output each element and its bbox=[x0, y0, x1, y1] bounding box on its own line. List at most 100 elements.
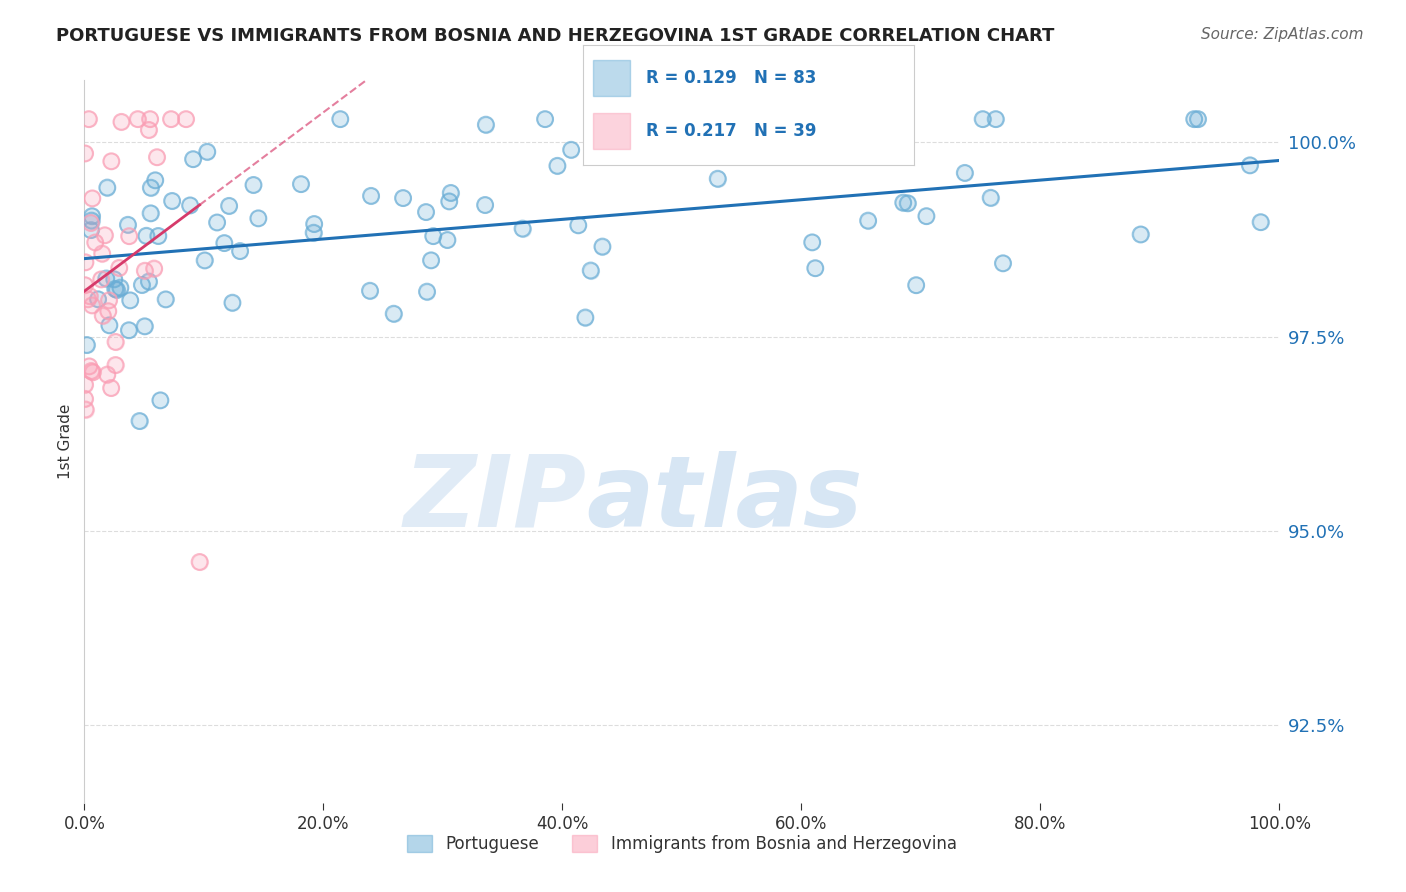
Point bbox=[118, 323, 141, 337]
Point bbox=[80, 216, 103, 230]
Point bbox=[91, 309, 114, 323]
Point bbox=[392, 191, 415, 205]
Point bbox=[149, 393, 172, 408]
Point bbox=[97, 304, 120, 318]
Point bbox=[218, 199, 240, 213]
Point bbox=[188, 555, 211, 569]
Point bbox=[110, 280, 132, 294]
Point bbox=[546, 159, 568, 173]
Point bbox=[77, 293, 100, 307]
Point bbox=[174, 112, 197, 127]
Point bbox=[174, 112, 197, 127]
Point bbox=[96, 180, 118, 194]
Point bbox=[229, 244, 252, 258]
Point bbox=[681, 112, 703, 127]
Point bbox=[80, 298, 103, 312]
Point bbox=[195, 145, 218, 159]
Point bbox=[73, 392, 96, 406]
Point bbox=[82, 365, 104, 379]
Point bbox=[117, 218, 139, 232]
Point bbox=[415, 205, 437, 219]
Point bbox=[138, 123, 160, 137]
Point bbox=[160, 194, 183, 208]
Point bbox=[120, 293, 142, 308]
Point bbox=[706, 171, 728, 186]
Point bbox=[181, 152, 204, 166]
Point bbox=[382, 307, 405, 321]
Point bbox=[75, 402, 97, 417]
Point bbox=[108, 260, 131, 275]
Point bbox=[302, 226, 325, 240]
Point bbox=[75, 255, 97, 269]
Point bbox=[475, 118, 498, 132]
Point bbox=[98, 293, 121, 308]
Point bbox=[118, 323, 141, 337]
Point bbox=[77, 359, 100, 374]
Point bbox=[96, 368, 118, 382]
Point bbox=[134, 264, 156, 278]
Point bbox=[290, 177, 312, 191]
Point bbox=[897, 196, 920, 211]
Point bbox=[146, 150, 169, 164]
Point bbox=[801, 235, 824, 250]
Point bbox=[953, 166, 976, 180]
Point bbox=[100, 154, 122, 169]
Point bbox=[1239, 158, 1261, 172]
Point bbox=[143, 173, 166, 187]
Point bbox=[103, 272, 125, 286]
Point bbox=[991, 256, 1014, 270]
Point bbox=[104, 334, 127, 349]
Point bbox=[87, 293, 110, 307]
Point bbox=[1187, 112, 1209, 127]
Point bbox=[108, 260, 131, 275]
Point bbox=[139, 112, 162, 127]
Point bbox=[138, 275, 160, 289]
Point bbox=[73, 146, 96, 161]
Point bbox=[416, 285, 439, 299]
Point bbox=[534, 112, 557, 127]
Point bbox=[560, 143, 582, 157]
Point bbox=[110, 280, 132, 294]
Text: Source: ZipAtlas.com: Source: ZipAtlas.com bbox=[1201, 27, 1364, 42]
Point bbox=[103, 272, 125, 286]
Text: PORTUGUESE VS IMMIGRANTS FROM BOSNIA AND HERZEGOVINA 1ST GRADE CORRELATION CHART: PORTUGUESE VS IMMIGRANTS FROM BOSNIA AND… bbox=[56, 27, 1054, 45]
Point bbox=[75, 255, 97, 269]
Point bbox=[579, 263, 602, 277]
Point bbox=[160, 112, 183, 127]
Point bbox=[856, 213, 879, 227]
Point bbox=[139, 180, 162, 194]
Point bbox=[98, 293, 121, 308]
Point bbox=[134, 319, 156, 334]
Point bbox=[127, 112, 149, 127]
Point bbox=[80, 364, 103, 378]
Point bbox=[422, 229, 444, 244]
Point bbox=[127, 112, 149, 127]
Point bbox=[84, 235, 107, 250]
Point bbox=[110, 115, 132, 129]
Point bbox=[104, 282, 127, 296]
Point bbox=[290, 177, 312, 191]
Point bbox=[574, 310, 596, 325]
Point bbox=[218, 199, 240, 213]
Point bbox=[128, 414, 150, 428]
Point bbox=[221, 295, 243, 310]
Point bbox=[546, 159, 568, 173]
Point bbox=[91, 309, 114, 323]
Point bbox=[820, 128, 842, 143]
Point bbox=[302, 217, 325, 231]
Point bbox=[118, 229, 141, 244]
Point bbox=[77, 293, 100, 307]
Point bbox=[534, 112, 557, 127]
Point bbox=[139, 112, 162, 127]
Point bbox=[143, 261, 166, 276]
Point bbox=[804, 261, 827, 276]
Point bbox=[214, 235, 236, 250]
Point bbox=[512, 221, 534, 235]
Point bbox=[980, 191, 1002, 205]
Point bbox=[73, 278, 96, 293]
Point bbox=[980, 191, 1002, 205]
Point bbox=[420, 253, 443, 268]
Point bbox=[82, 365, 104, 379]
Point bbox=[1182, 112, 1205, 127]
Point bbox=[75, 402, 97, 417]
